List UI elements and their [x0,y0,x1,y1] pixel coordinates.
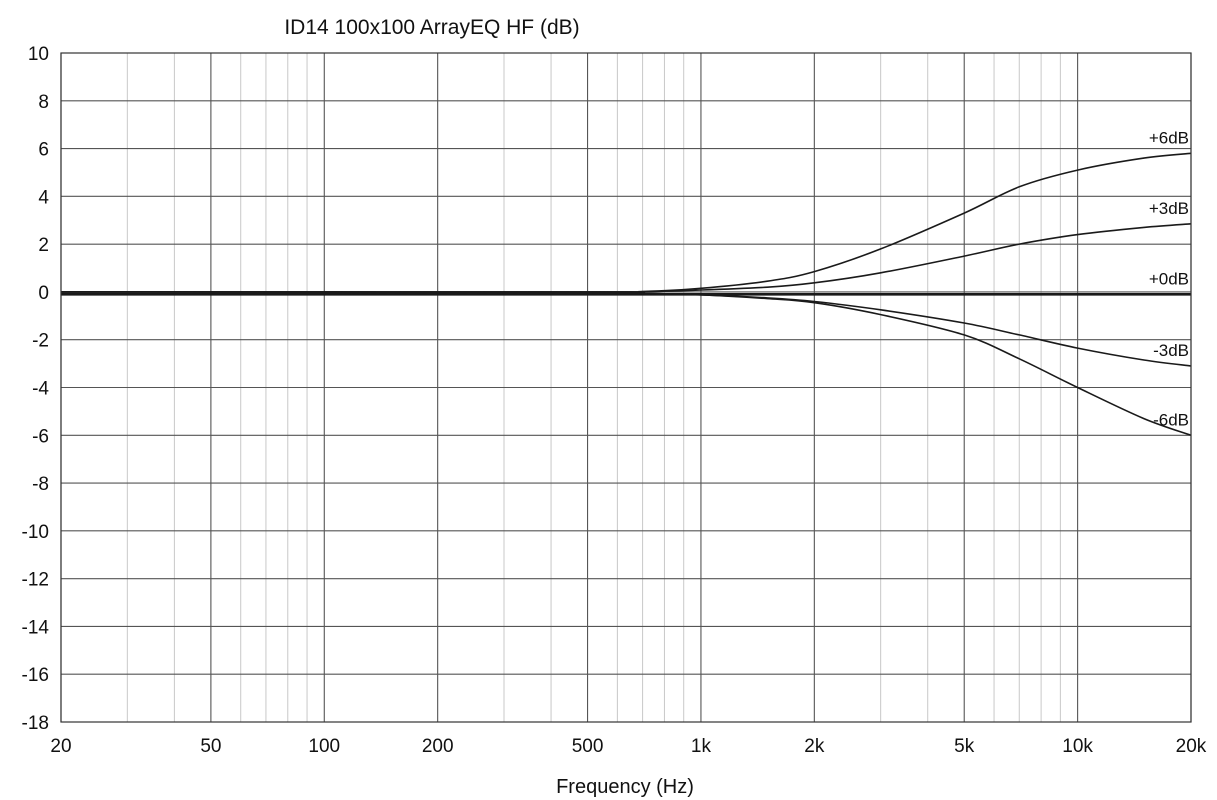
y-tick-label: 6 [38,140,49,161]
y-tick-label: 4 [38,187,49,208]
y-tick-label: -8 [32,474,49,495]
x-tick-label: 100 [308,736,340,757]
series-label: -3dB [1153,341,1189,360]
y-tick-label: -16 [22,665,49,686]
series-line [60,291,1192,367]
x-tick-label: 200 [422,736,454,757]
x-axis-label: Frequency (Hz) [556,776,694,798]
series-label: -6dB [1153,410,1189,429]
y-tick-label: -18 [22,713,49,734]
series-line [60,223,1192,293]
x-tick-label: 10k [1062,736,1093,757]
x-tick-label: 20k [1176,736,1207,757]
series-line [60,291,1192,437]
y-tick-label: 0 [38,283,49,304]
series-line [60,152,1192,293]
major-gridlines [60,52,1192,723]
y-tick-label: 10 [28,44,49,65]
x-tick-label: 1k [691,736,712,757]
x-axis-ticks: 20 50 100 200 500 1k 2k 5k 10k 20k [50,736,1206,757]
x-tick-label: 20 [50,736,71,757]
y-tick-label: -14 [22,617,50,638]
y-tick-label: -2 [32,331,49,352]
y-tick-label: 8 [38,92,49,113]
x-tick-label: 50 [200,736,221,757]
series-labels: +6dB +3dB +0dB -3dB -6dB [1149,128,1189,429]
y-tick-label: 2 [38,235,49,256]
x-tick-label: 2k [804,736,825,757]
y-tick-label: -6 [32,426,49,447]
series-label: +3dB [1149,199,1189,218]
plot-frame [60,52,1192,723]
series-lines [60,152,1192,437]
chart-title: ID14 100x100 ArrayEQ HF (dB) [284,16,579,39]
x-tick-label: 5k [954,736,975,757]
y-tick-label: -12 [22,570,49,591]
x-tick-label: 500 [572,736,604,757]
y-tick-label: -10 [22,522,49,543]
series-label: +0dB [1149,269,1189,288]
series-label: +6dB [1149,128,1189,147]
y-axis-ticks: 10 8 6 4 2 0 -2 -4 -6 -8 -10 -12 -14 -16 -18 [22,44,50,734]
y-tick-label: -4 [32,379,49,400]
